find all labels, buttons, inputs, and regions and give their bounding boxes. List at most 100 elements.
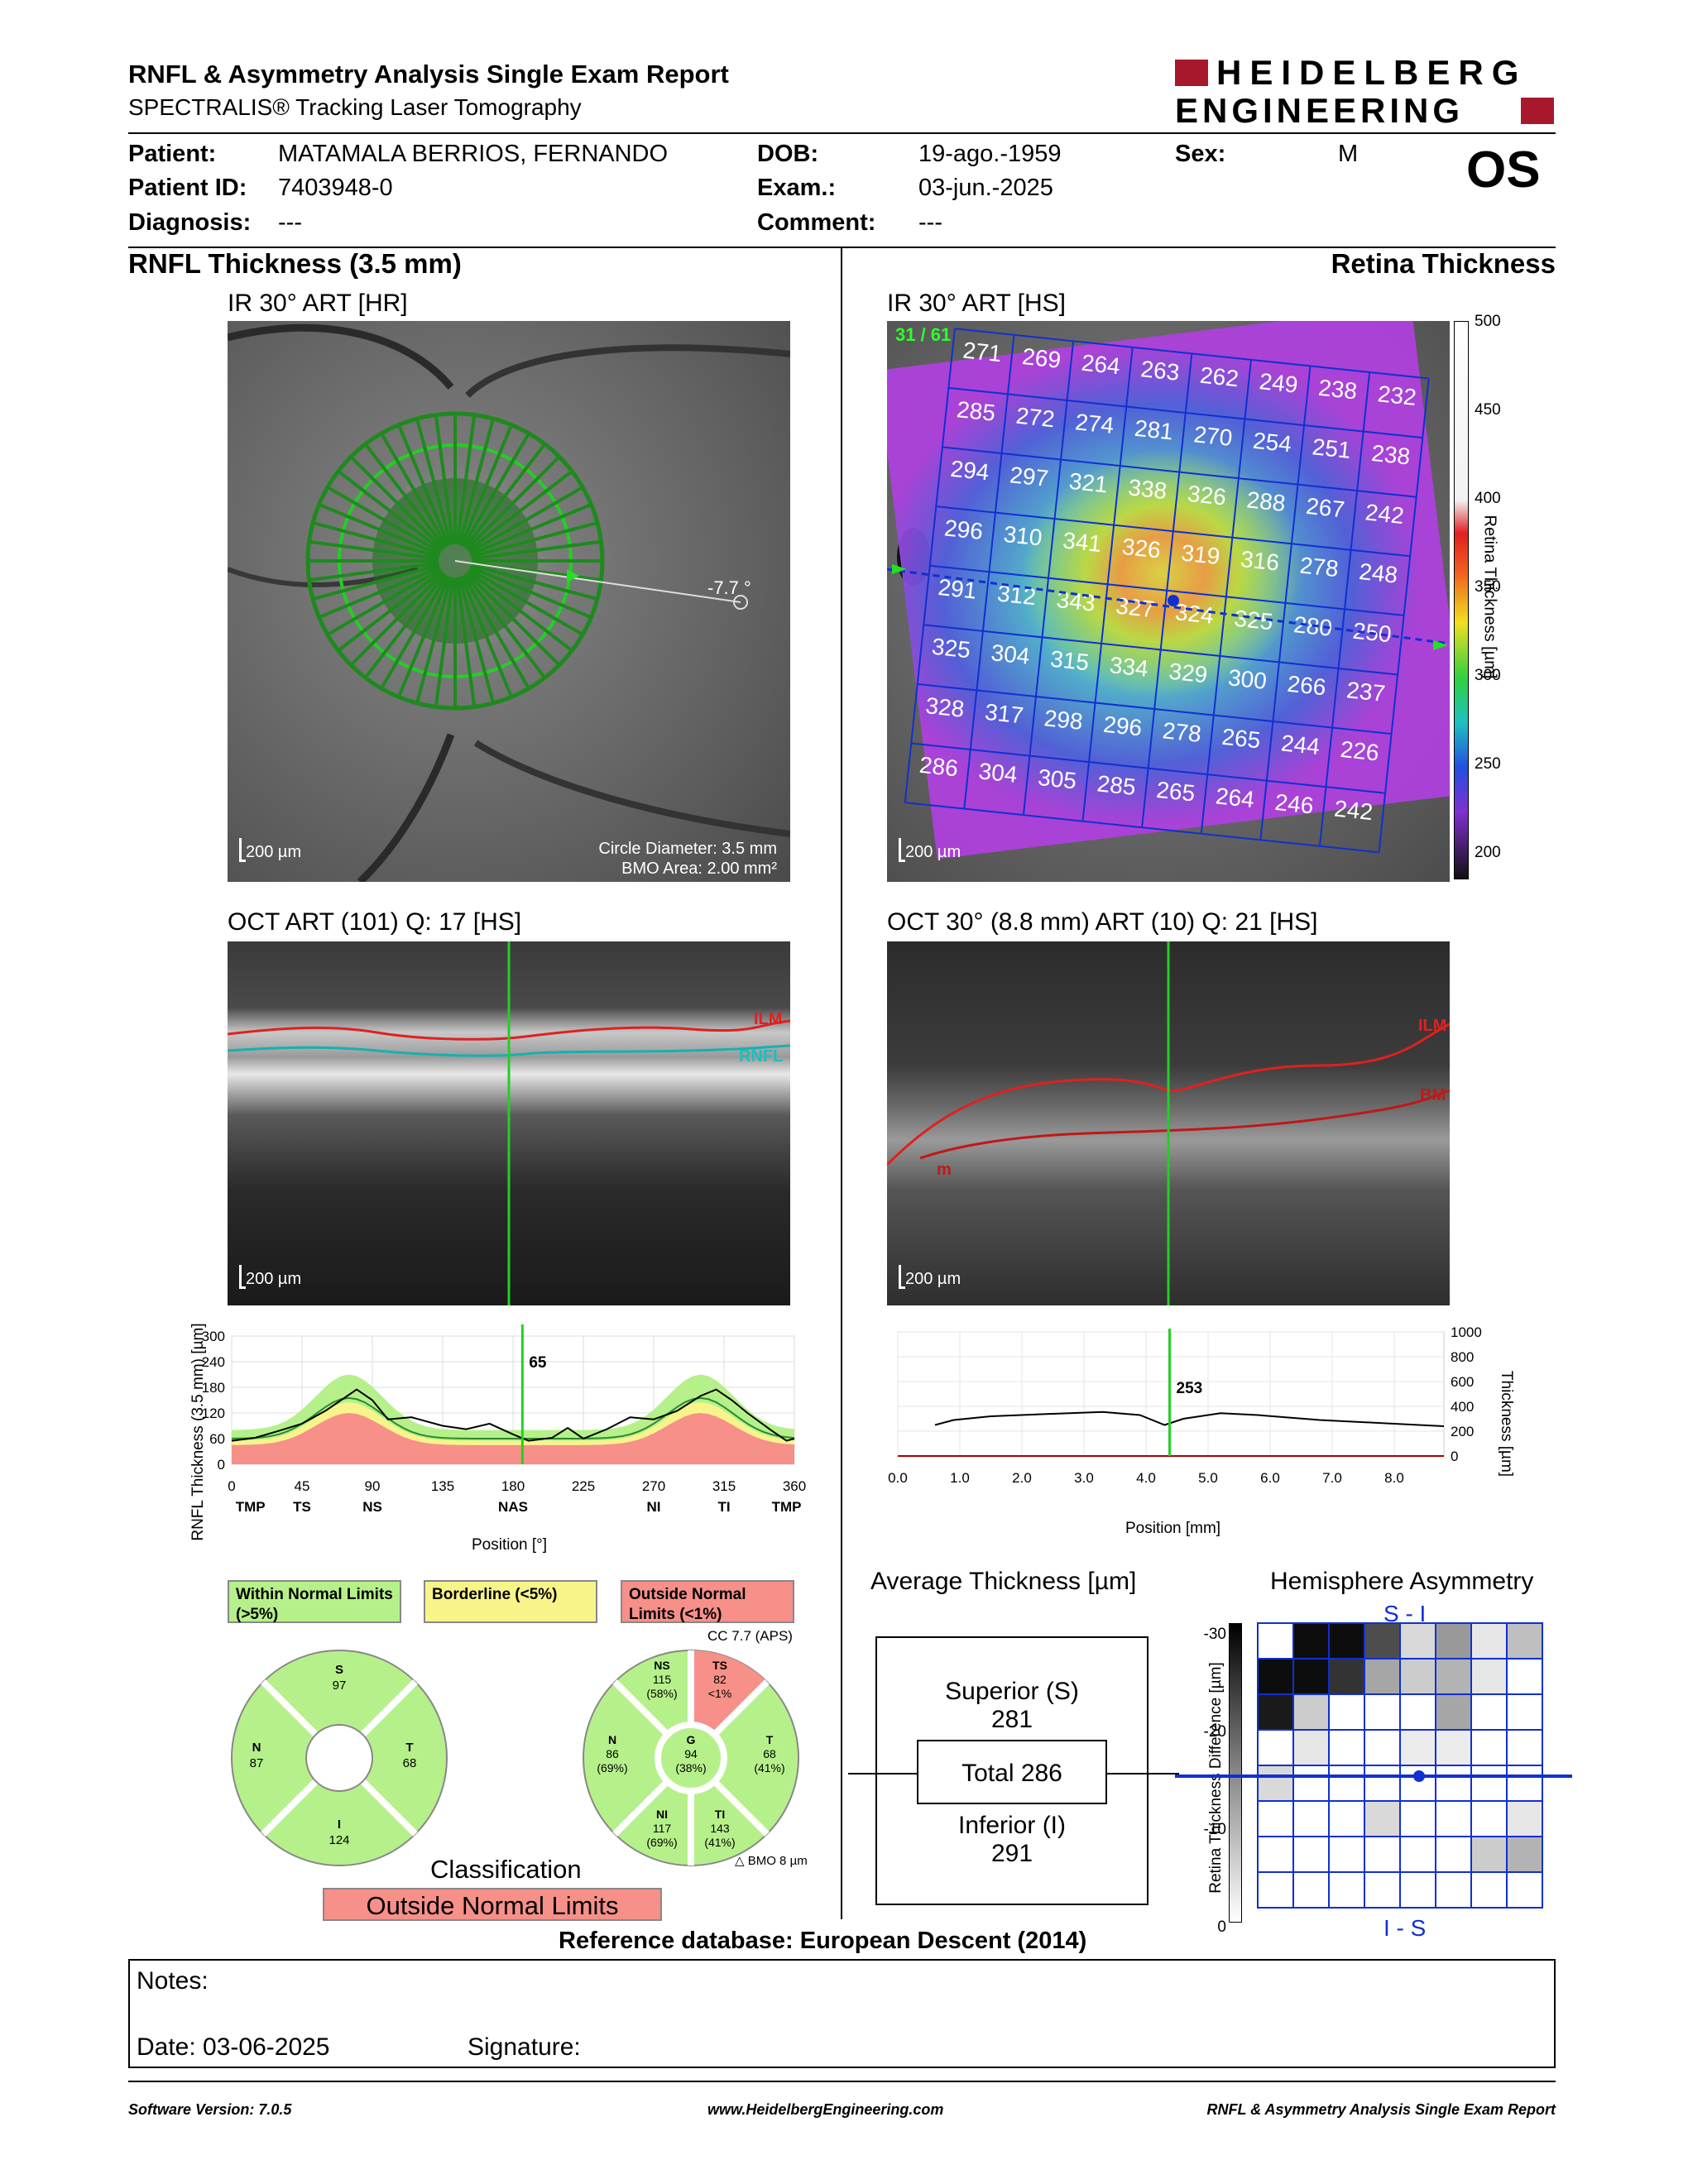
- reference-database: Reference database: European Descent (20…: [559, 1928, 1087, 1954]
- scan-spoke: [468, 568, 584, 636]
- y-tick: 1000: [1451, 1324, 1482, 1340]
- grid-value: 294: [949, 456, 990, 486]
- grid-value: 341: [1062, 527, 1103, 557]
- pie-left-i-val: 124: [328, 1833, 349, 1847]
- sector-label: NAS: [498, 1499, 528, 1515]
- scan-spoke: [470, 520, 598, 558]
- pie-right-t: T: [766, 1733, 774, 1746]
- grid-value: 267: [1305, 493, 1346, 523]
- scan-spoke: [364, 443, 447, 549]
- comment-label: Comment:: [757, 209, 876, 236]
- grid-value: 251: [1311, 433, 1352, 463]
- legend-cc: CC 7.7 (APS): [707, 1628, 793, 1644]
- rnfl-cursor-value: 65: [529, 1354, 547, 1372]
- asymmetry-cell: [1257, 1622, 1294, 1660]
- pie-bmo-text: BMO 8 µm: [747, 1854, 808, 1868]
- asymmetry-cell: [1257, 1871, 1294, 1909]
- ir-circle-diameter: Circle Diameter: 3.5 mm: [598, 840, 777, 858]
- pie-right-ni-pct: (69%): [646, 1836, 677, 1849]
- scan-spoke: [469, 565, 592, 619]
- asymmetry-cell: [1435, 1622, 1472, 1660]
- x-tick: 7.0: [1322, 1470, 1342, 1486]
- x-tick: 270: [642, 1478, 665, 1494]
- asymmetry-cell: [1470, 1729, 1508, 1766]
- asymmetry-cell: [1399, 1800, 1436, 1837]
- grid-value: 296: [1102, 711, 1144, 741]
- retina-chart-ylabel: Thickness [µm]: [1498, 1370, 1515, 1478]
- asymmetry-cell: [1506, 1658, 1543, 1695]
- patient-id: 7403948-0: [278, 175, 393, 201]
- asymmetry-cell: [1292, 1871, 1330, 1909]
- asymmetry-cell: [1257, 1658, 1294, 1695]
- asymmetry-cell: [1364, 1765, 1401, 1802]
- average-box: Superior (S) 281 Total 286 Inferior (I) …: [848, 1636, 1179, 1905]
- ir-fundus-image-right: 31 / 61 271 269 264 263 262 249 238 232 285 272 27…: [887, 321, 1450, 882]
- patient-id-label: Patient ID:: [128, 175, 247, 201]
- asymmetry-cell: [1435, 1800, 1472, 1837]
- grid-value: 296: [943, 515, 985, 544]
- asymmetry-tick: -10: [1203, 1821, 1226, 1838]
- grid-value: 328: [924, 692, 966, 722]
- x-tick: 360: [783, 1478, 806, 1494]
- asymmetry-cell: [1470, 1658, 1508, 1695]
- footer-website[interactable]: www.HeidelbergEngineering.com: [707, 2101, 944, 2118]
- asymmetry-top-label: S - I: [1383, 1601, 1427, 1626]
- triangle-icon: △: [735, 1854, 745, 1868]
- asymmetry-cell: [1506, 1800, 1543, 1837]
- y-tick: 300: [202, 1329, 225, 1344]
- asymmetry-title: Hemisphere Asymmetry: [1270, 1568, 1534, 1595]
- grid-value: 288: [1245, 486, 1287, 516]
- asymmetry-cell: [1364, 1622, 1401, 1660]
- scan-spoke: [312, 563, 440, 601]
- asymmetry-cell: [1292, 1693, 1330, 1731]
- grid-line: [923, 624, 1398, 676]
- asymmetry-cell: [1364, 1693, 1401, 1731]
- scan-spoke: [349, 455, 445, 551]
- colorbar-tick: 400: [1475, 490, 1501, 507]
- grid-value: 264: [1081, 350, 1122, 380]
- grid-value: 319: [1180, 539, 1221, 569]
- grid-line: [954, 328, 1429, 380]
- grid-value: 254: [1252, 428, 1293, 457]
- eye-label: OS: [1466, 141, 1541, 199]
- scan-spoke: [326, 568, 442, 636]
- grid-value: 310: [1002, 521, 1043, 551]
- grid-line: [911, 742, 1386, 794]
- pie-right-t-val: 68: [763, 1747, 776, 1760]
- oct-title-left: OCT ART (101) Q: 17 [HS]: [228, 908, 522, 936]
- scan-spoke: [380, 432, 448, 548]
- x-tick: 45: [295, 1478, 310, 1494]
- sector-label: TMP: [772, 1499, 802, 1515]
- asymmetry-cell: [1328, 1693, 1365, 1731]
- y-tick: 400: [1451, 1399, 1474, 1415]
- asymmetry-cell: [1506, 1765, 1543, 1802]
- thickness-colorbar: [1454, 321, 1469, 879]
- oct-m-right: m: [937, 1161, 952, 1179]
- pie-left-s-val: 97: [333, 1679, 347, 1693]
- scan-spoke: [415, 576, 453, 704]
- scan-spoke: [458, 418, 496, 546]
- asymmetry-cell: [1399, 1836, 1436, 1873]
- asymmetry-tick: 0: [1217, 1918, 1226, 1936]
- sector-pie-left: S 97 N 87 T 68 I 124: [231, 1650, 448, 1866]
- asymmetry-cell: [1399, 1622, 1436, 1660]
- exam-value: 03-jun.-2025: [918, 175, 1053, 201]
- asymmetry-cell: [1364, 1729, 1401, 1766]
- asymmetry-cell: [1506, 1836, 1543, 1873]
- grid-value: 326: [1187, 481, 1228, 510]
- grid-line: [1259, 366, 1312, 841]
- footer-report: RNFL & Asymmetry Analysis Single Exam Re…: [1206, 2101, 1556, 2118]
- grid-value: 237: [1345, 677, 1387, 706]
- pie-right-ni: NI: [656, 1808, 668, 1821]
- asymmetry-grid: [1175, 1622, 1572, 1909]
- rnfl-patient-line: [231, 1388, 795, 1442]
- notes-date: Date: 03-06-2025: [137, 2033, 330, 2061]
- ir-frames-label: 31 / 61: [895, 324, 952, 345]
- grid-value: 334: [1108, 652, 1149, 682]
- grid-value: 248: [1358, 558, 1399, 588]
- sex-value: M: [1338, 141, 1359, 167]
- asymmetry-cell: [1364, 1836, 1401, 1873]
- asymmetry-cell: [1470, 1765, 1508, 1802]
- colorbar-label: Retina Thickness [µm]: [1480, 515, 1499, 679]
- x-tick: 315: [712, 1478, 736, 1494]
